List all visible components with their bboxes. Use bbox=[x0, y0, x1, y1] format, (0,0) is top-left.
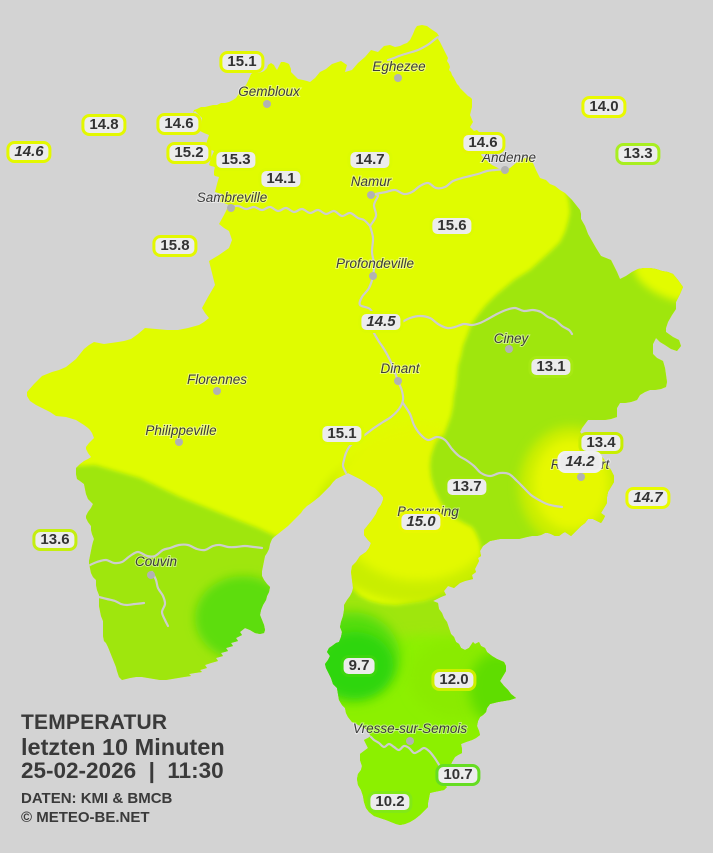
svg-text:Namur: Namur bbox=[351, 174, 392, 189]
svg-text:Florennes: Florennes bbox=[187, 372, 247, 387]
svg-text:Gembloux: Gembloux bbox=[238, 84, 301, 99]
svg-text:Vresse-sur-Semois: Vresse-sur-Semois bbox=[353, 721, 468, 736]
svg-text:Philippeville: Philippeville bbox=[145, 423, 216, 438]
svg-text:Couvin: Couvin bbox=[135, 554, 177, 569]
svg-text:Dinant: Dinant bbox=[380, 361, 420, 376]
svg-text:Profondeville: Profondeville bbox=[336, 256, 414, 271]
svg-text:Ciney: Ciney bbox=[494, 331, 530, 346]
svg-text:Sambreville: Sambreville bbox=[197, 190, 268, 205]
svg-text:Eghezee: Eghezee bbox=[372, 59, 425, 74]
